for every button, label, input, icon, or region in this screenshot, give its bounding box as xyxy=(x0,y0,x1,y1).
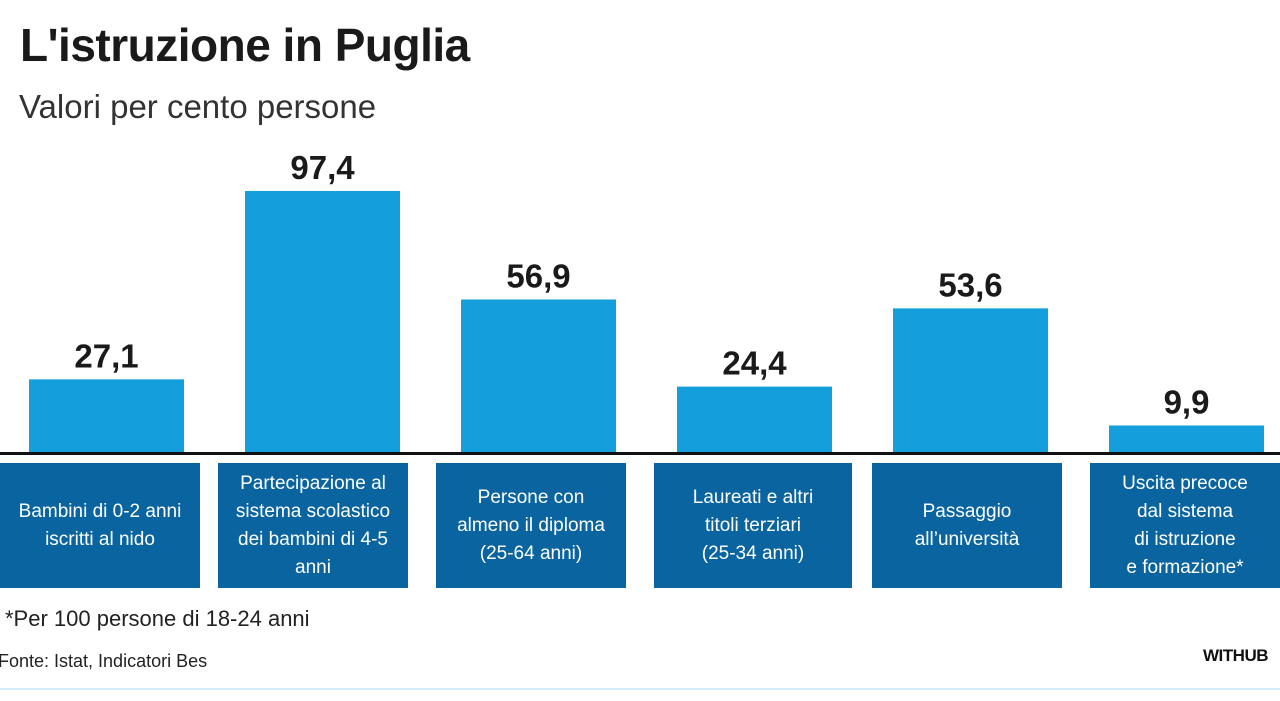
category-label: Uscita precoce dal sistema di istruzione… xyxy=(1090,463,1280,588)
source-note: Fonte: Istat, Indicatori Bes xyxy=(0,651,208,671)
category-label: Passaggio all’università xyxy=(872,463,1062,588)
category-label: Bambini di 0-2 anni iscritti al nido xyxy=(0,463,200,588)
brand-logo: WITHUB xyxy=(1203,646,1268,665)
value-label: 97,4 xyxy=(290,149,355,186)
bar xyxy=(1109,425,1264,452)
chart-subtitle: Valori per cento persone xyxy=(19,88,377,125)
value-label: 9,9 xyxy=(1164,383,1210,420)
footnote: *Per 100 persone di 18-24 anni xyxy=(5,606,310,631)
bar-chart: 27,1 97,4 56,9 24,4 53,6 9,9 xyxy=(0,149,1280,455)
value-label: 27,1 xyxy=(74,337,138,374)
value-label: 56,9 xyxy=(506,258,570,295)
value-label: 24,4 xyxy=(722,345,787,382)
value-label: 53,6 xyxy=(938,266,1002,303)
bar xyxy=(461,299,616,452)
bottom-divider xyxy=(0,688,1280,690)
chart-title: L'istruzione in Puglia xyxy=(20,19,470,71)
bar xyxy=(29,379,184,452)
category-label: Persone con almeno il diploma (25-64 ann… xyxy=(436,463,626,588)
category-label: Laureati e altri titoli terziari (25-34 … xyxy=(654,463,852,588)
bar xyxy=(677,386,832,452)
category-label: Partecipazione al sistema scolastico dei… xyxy=(218,463,408,588)
bar xyxy=(245,190,400,452)
bar xyxy=(893,308,1048,452)
